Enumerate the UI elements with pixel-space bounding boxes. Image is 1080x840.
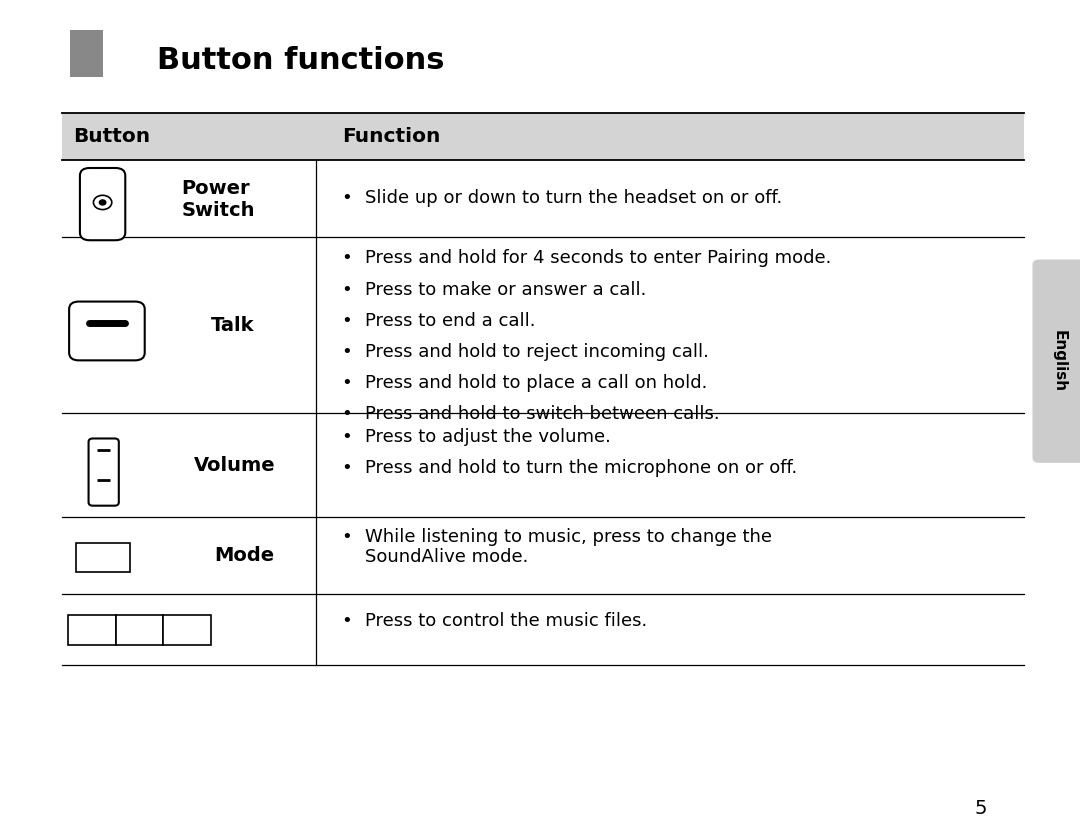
Text: •: • xyxy=(341,459,352,477)
Bar xyxy=(62,113,1024,160)
FancyBboxPatch shape xyxy=(76,543,130,572)
Text: Press to control the music files.: Press to control the music files. xyxy=(365,612,647,629)
Text: Press and hold to switch between calls.: Press and hold to switch between calls. xyxy=(365,405,719,423)
FancyBboxPatch shape xyxy=(80,168,125,240)
Text: Press and hold for 4 seconds to enter Pairing mode.: Press and hold for 4 seconds to enter Pa… xyxy=(365,249,832,267)
Text: Button: Button xyxy=(73,127,150,145)
Text: Press and hold to place a call on hold.: Press and hold to place a call on hold. xyxy=(365,374,707,391)
Text: 5: 5 xyxy=(974,799,987,817)
Text: While listening to music, press to change the
SoundAlive mode.: While listening to music, press to chang… xyxy=(365,528,772,566)
Text: ►⧐: ►⧐ xyxy=(175,623,199,637)
Text: Press to adjust the volume.: Press to adjust the volume. xyxy=(365,428,611,446)
Text: Press and hold to reject incoming call.: Press and hold to reject incoming call. xyxy=(365,343,708,360)
Text: Press to make or answer a call.: Press to make or answer a call. xyxy=(365,281,647,298)
FancyBboxPatch shape xyxy=(116,615,163,645)
FancyBboxPatch shape xyxy=(69,302,145,360)
Text: •: • xyxy=(341,312,352,329)
Circle shape xyxy=(99,200,106,205)
Text: •: • xyxy=(341,249,352,267)
Text: Volume: Volume xyxy=(194,456,276,475)
FancyBboxPatch shape xyxy=(163,615,211,645)
Circle shape xyxy=(93,195,112,209)
Text: •: • xyxy=(341,374,352,391)
Text: •: • xyxy=(341,428,352,446)
Text: MODE: MODE xyxy=(89,554,117,562)
Text: Button functions: Button functions xyxy=(157,46,444,75)
FancyBboxPatch shape xyxy=(89,438,119,506)
Text: Talk: Talk xyxy=(211,316,254,334)
Text: •: • xyxy=(341,405,352,423)
Text: •: • xyxy=(341,612,352,629)
Text: Function: Function xyxy=(342,127,441,145)
Text: •: • xyxy=(341,281,352,298)
Text: Slide up or down to turn the headset on or off.: Slide up or down to turn the headset on … xyxy=(365,189,782,207)
FancyBboxPatch shape xyxy=(70,30,103,77)
Text: Power
Switch: Power Switch xyxy=(181,179,255,219)
FancyBboxPatch shape xyxy=(1032,260,1080,463)
Text: Press and hold to turn the microphone on or off.: Press and hold to turn the microphone on… xyxy=(365,459,797,477)
Text: ⧏◄: ⧏◄ xyxy=(80,623,104,637)
Text: •: • xyxy=(341,343,352,360)
Text: Mode: Mode xyxy=(214,546,274,564)
Text: Press to end a call.: Press to end a call. xyxy=(365,312,536,329)
Text: ►‖: ►‖ xyxy=(132,623,147,637)
FancyBboxPatch shape xyxy=(68,615,116,645)
Text: English: English xyxy=(1052,330,1067,392)
Text: •: • xyxy=(341,189,352,207)
Text: •: • xyxy=(341,528,352,545)
